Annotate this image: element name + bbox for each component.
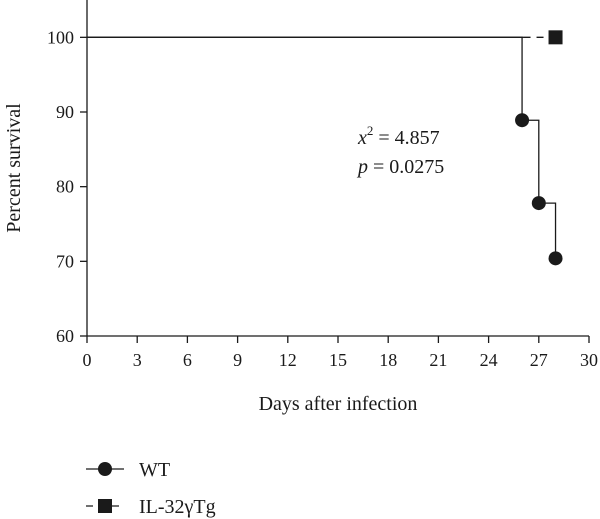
- x-tick-label-18: 18: [379, 350, 397, 370]
- chi-square-annotation: x2 = 4.857: [357, 123, 440, 149]
- x-tick-label-30: 30: [580, 350, 598, 370]
- legend-il32-marker: [98, 499, 112, 513]
- chi-symbol: x: [357, 127, 367, 149]
- y-tick-label-70: 70: [56, 251, 74, 271]
- series-0-point-2: [531, 196, 546, 211]
- x-tick-label-15: 15: [329, 350, 347, 370]
- series-0-point-1: [515, 113, 530, 128]
- p-value-annotation: p = 0.0275: [356, 156, 444, 178]
- y-tick-label-80: 80: [56, 177, 74, 197]
- x-tick-label-0: 0: [83, 350, 92, 370]
- x-tick-label-3: 3: [133, 350, 142, 370]
- legend-item-wt: WT: [86, 459, 170, 481]
- p-symbol: p: [356, 156, 368, 178]
- legend-il32-label: IL-32γTg: [139, 496, 216, 518]
- legend-wt-label: WT: [139, 459, 170, 481]
- p-value: = 0.0275: [368, 156, 444, 178]
- x-tick-label-9: 9: [233, 350, 242, 370]
- series-layer: [87, 30, 563, 266]
- y-axis-title: Percent survival: [3, 103, 25, 233]
- series-0-line: [87, 36, 557, 259]
- x-tick-label-24: 24: [480, 350, 498, 370]
- y-tick-label-60: 60: [56, 326, 74, 346]
- chi-exponent: 2: [367, 123, 374, 138]
- x-tick-label-6: 6: [183, 350, 192, 370]
- series-1-point-1: [548, 30, 563, 45]
- x-tick-label-27: 27: [530, 350, 548, 370]
- x-tick-label-21: 21: [429, 350, 447, 370]
- legend-wt-marker: [98, 462, 112, 476]
- x-axis-ticks: 0 3 6 9 12 15 18 21 24 27 30: [83, 336, 598, 370]
- legend-item-il32: IL-32γTg: [86, 496, 216, 518]
- y-tick-label-90: 90: [56, 102, 74, 122]
- chi-value: = 4.857: [373, 127, 439, 149]
- x-axis-title: Days after infection: [259, 393, 418, 415]
- legend: WT IL-32γTg: [86, 459, 216, 518]
- y-tick-label-100: 100: [47, 27, 74, 47]
- series-0-point-3: [548, 251, 563, 266]
- y-axis-ticks: 60 70 80 90 100: [47, 27, 87, 346]
- x-tick-label-12: 12: [279, 350, 297, 370]
